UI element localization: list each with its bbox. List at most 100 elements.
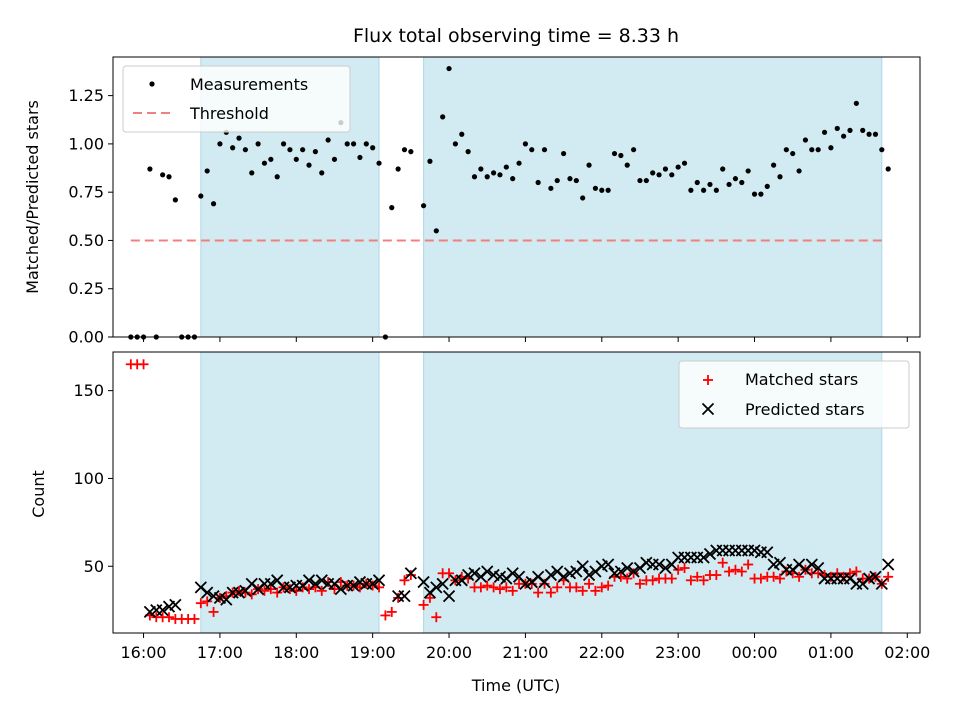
matched-star-point: [259, 585, 270, 596]
matched-star-point: [240, 587, 251, 598]
top-axes-frame: [112, 56, 921, 338]
measurement-points: [128, 65, 891, 340]
measurement-point: [720, 166, 726, 172]
predicted-star-point: [417, 575, 430, 589]
matched-star-point: [380, 610, 391, 621]
predicted-star-point: [156, 604, 169, 617]
matched-star-point: [265, 584, 276, 595]
matched-star-point: [323, 577, 334, 588]
matched-star-point: [552, 582, 563, 593]
measurement-point: [567, 176, 573, 182]
measurement-point: [841, 133, 847, 139]
matched-star-point: [488, 582, 499, 593]
measurement-point: [713, 187, 719, 193]
measurement-point: [529, 147, 535, 153]
measurement-point: [548, 185, 554, 191]
matched-star-point: [208, 606, 219, 617]
measurement-point: [510, 176, 516, 182]
measurement-point: [637, 177, 643, 184]
predicted-star-point: [703, 547, 717, 561]
matched-star-point: [781, 566, 792, 577]
measurement-point: [726, 181, 732, 188]
matched-star-point: [794, 571, 805, 582]
measurement-point: [879, 147, 885, 153]
matched-star-point: [533, 587, 544, 598]
bottom-y-ticks: 50 100 150: [73, 381, 113, 576]
measurement-point: [319, 170, 325, 176]
measurement-point: [249, 170, 255, 176]
matched-star-point: [501, 582, 512, 593]
measurement-point: [694, 179, 700, 186]
measurement-point: [751, 191, 758, 197]
measurement-point: [586, 162, 592, 168]
y-tick-label: 0.75: [68, 183, 104, 202]
matched-star-point: [494, 584, 505, 595]
measurement-point: [325, 137, 331, 143]
measurement-point: [293, 156, 299, 162]
matched-star-point: [590, 585, 601, 596]
measurement-point: [465, 149, 471, 155]
predicted-star-point: [169, 598, 182, 612]
measurement-point: [503, 164, 509, 170]
measurement-point: [669, 172, 675, 178]
matched-star-point: [393, 592, 404, 603]
x-tick-label: 20:00: [426, 643, 472, 662]
measurement-point: [242, 147, 248, 153]
matched-star-point: [545, 587, 556, 598]
measurement-point: [662, 166, 669, 172]
predicted-star-point: [621, 561, 634, 575]
predicted-star-point: [882, 558, 895, 571]
matched-star-point: [717, 557, 728, 568]
x-tick-label: 22:00: [579, 643, 625, 662]
top-legend: Measurements Threshold: [122, 65, 351, 133]
matched-star-point: [189, 613, 200, 624]
matched-star-point: [386, 606, 397, 617]
matched-star-point: [673, 564, 684, 575]
predicted-star-point: [582, 568, 596, 582]
measurement-point: [573, 177, 579, 184]
measurement-point: [261, 160, 268, 166]
measurement-point: [433, 228, 439, 234]
matched-star-point: [577, 585, 588, 596]
measurement-point: [427, 158, 433, 164]
bottom-x-ticks: 16:00 17:00 18:00 19:00 20:00 21:00 22:00 23:00…: [120, 633, 930, 662]
shaded-interval: [423, 56, 883, 338]
matched-star-point: [666, 573, 677, 584]
x-tick-label: 16:00: [120, 643, 166, 662]
measurement-point: [541, 147, 548, 153]
measurement-point: [217, 141, 223, 147]
measurement-point: [280, 141, 287, 147]
measurement-point: [172, 197, 178, 203]
matched-star-point: [685, 575, 696, 586]
legend-measurements-marker: [149, 81, 155, 87]
measurement-point: [363, 141, 369, 147]
matched-star-point: [418, 599, 429, 610]
predicted-star-point: [659, 561, 672, 575]
predicted-star-point: [309, 577, 322, 590]
measurement-point: [611, 150, 618, 157]
measurement-point: [312, 149, 318, 155]
matched-star-point: [755, 573, 766, 584]
matched-star-point: [743, 559, 754, 570]
measurement-point: [809, 147, 815, 153]
predicted-star-point: [875, 577, 888, 590]
measurement-point: [707, 181, 713, 188]
measurement-point: [497, 172, 503, 178]
matched-star-point: [367, 580, 378, 591]
measurement-point: [446, 65, 452, 72]
legend-predicted-label: Predicted stars: [745, 400, 865, 419]
measurement-point: [688, 187, 694, 193]
predicted-star-point: [430, 581, 443, 594]
measurement-point: [287, 147, 293, 153]
matched-star-point: [431, 612, 442, 623]
matched-star-point: [774, 573, 785, 584]
matched-star-point: [825, 571, 836, 582]
measurement-point: [643, 177, 649, 184]
predicted-star-point: [481, 565, 494, 578]
measurement-point: [771, 162, 777, 168]
measurement-point: [828, 145, 834, 151]
measurement-point: [471, 174, 478, 180]
measurement-point: [350, 141, 357, 147]
measurement-point: [478, 166, 484, 172]
predicted-star-point: [315, 574, 328, 587]
